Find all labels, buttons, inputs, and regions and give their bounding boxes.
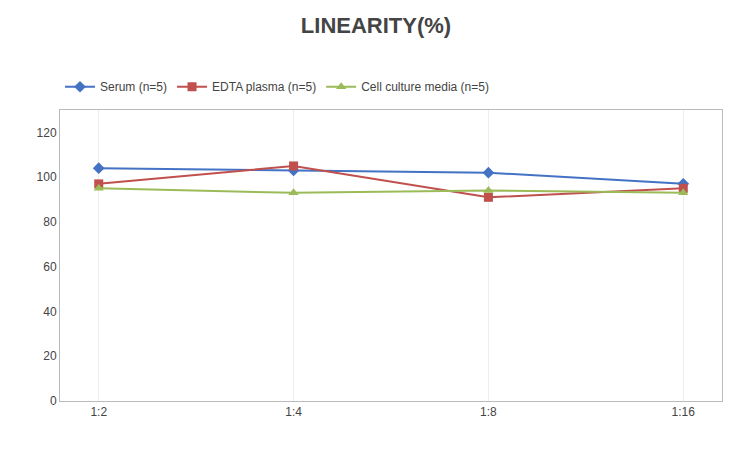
svg-text:Serum (n=5): Serum (n=5) [100, 80, 167, 94]
svg-text:EDTA plasma (n=5): EDTA plasma (n=5) [212, 80, 316, 94]
svg-text:80: 80 [43, 215, 57, 229]
svg-text:Cell culture media (n=5): Cell culture media (n=5) [361, 80, 489, 94]
svg-text:40: 40 [43, 305, 57, 319]
svg-text:100: 100 [37, 170, 57, 184]
svg-text:0: 0 [50, 394, 57, 408]
svg-text:1:2: 1:2 [90, 405, 107, 419]
svg-text:1:8: 1:8 [480, 405, 497, 419]
svg-text:LINEARITY(%): LINEARITY(%) [301, 13, 451, 38]
svg-text:20: 20 [43, 349, 57, 363]
svg-text:1:4: 1:4 [285, 405, 302, 419]
svg-text:120: 120 [37, 126, 57, 140]
svg-text:1:16: 1:16 [672, 405, 696, 419]
svg-text:60: 60 [43, 260, 57, 274]
